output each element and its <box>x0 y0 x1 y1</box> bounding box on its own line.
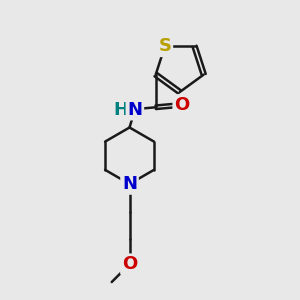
Text: O: O <box>122 255 137 273</box>
Text: O: O <box>174 96 190 114</box>
Text: N: N <box>122 175 137 193</box>
Text: H: H <box>113 101 128 119</box>
Text: N: N <box>128 101 142 119</box>
Text: S: S <box>158 37 171 55</box>
